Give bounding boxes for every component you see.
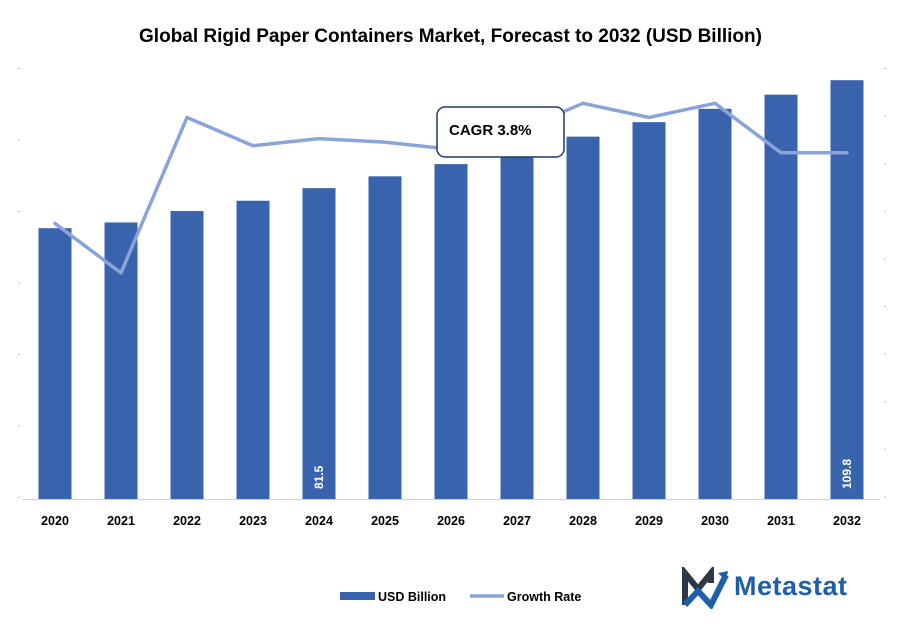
bar-2025 — [368, 176, 402, 499]
cagr-callout-text: CAGR 3.8% — [449, 122, 532, 139]
right-tick-mark — [884, 68, 886, 69]
x-tick-label-2032: 2032 — [833, 514, 861, 528]
left-tick-mark — [18, 354, 20, 355]
x-tick-label-2020: 2020 — [41, 514, 69, 528]
right-tick-mark — [884, 496, 886, 498]
left-tick-mark — [18, 425, 20, 427]
legend: USD Billion Growth Rate — [340, 590, 581, 604]
callout-layer: CAGR 3.8% — [436, 106, 565, 158]
x-tick-label-2029: 2029 — [635, 514, 663, 528]
bar-2027 — [500, 151, 534, 499]
right-tick-mark — [884, 163, 886, 165]
left-tick-mark — [18, 497, 20, 498]
bar-2026 — [434, 164, 468, 499]
x-tick-label-2021: 2021 — [107, 514, 135, 528]
left-tick-mark — [18, 68, 20, 69]
right-tick-mark — [884, 353, 886, 355]
right-tick-mark — [884, 210, 886, 212]
brand-logo: Metastat — [682, 567, 892, 609]
bar-2029 — [632, 122, 666, 499]
legend-swatch-usd-billion — [340, 592, 375, 600]
x-tick-label-2027: 2027 — [503, 514, 531, 528]
bar-2022 — [170, 211, 204, 499]
legend-label-growth-rate: Growth Rate — [507, 590, 581, 604]
x-tick-label-2023: 2023 — [239, 514, 267, 528]
left-tick-mark — [18, 282, 20, 284]
right-tick-mark — [884, 115, 886, 117]
legend-label-usd-billion: USD Billion — [378, 590, 446, 604]
x-tick-label-2028: 2028 — [569, 514, 597, 528]
bar-2032 — [830, 80, 864, 499]
x-tick-label-2030: 2030 — [701, 514, 729, 528]
labels-layer: 2020 2021 2022 2023 2024 2025 2026 2027 2028 2029… — [41, 459, 861, 528]
cagr-callout-box — [436, 106, 565, 158]
right-tick-mark — [884, 258, 886, 260]
bar-2030 — [698, 108, 732, 499]
axis-layer — [18, 68, 886, 500]
x-tick-label-2031: 2031 — [767, 514, 795, 528]
left-tick-mark — [18, 139, 20, 141]
data-label-2024: 81.5 — [312, 465, 326, 489]
bar-2031 — [764, 94, 798, 500]
x-tick-label-2024: 2024 — [305, 514, 333, 528]
metastat-m-arrow-icon — [682, 567, 729, 609]
bar-2020 — [38, 228, 72, 499]
bar-2023 — [236, 200, 270, 500]
x-tick-label-2026: 2026 — [437, 514, 465, 528]
chart-title: Global Rigid Paper Containers Market, Fo… — [139, 26, 762, 47]
bar-2028 — [566, 136, 600, 500]
left-tick-mark — [18, 211, 20, 212]
right-tick-mark — [884, 448, 886, 450]
data-label-2032: 109.8 — [840, 459, 854, 489]
bar-2024 — [302, 188, 336, 500]
x-tick-label-2025: 2025 — [371, 514, 399, 528]
x-tick-label-2022: 2022 — [173, 514, 201, 528]
right-tick-mark — [884, 306, 886, 307]
brand-name: Metastat — [734, 571, 848, 601]
right-tick-mark — [884, 401, 886, 403]
